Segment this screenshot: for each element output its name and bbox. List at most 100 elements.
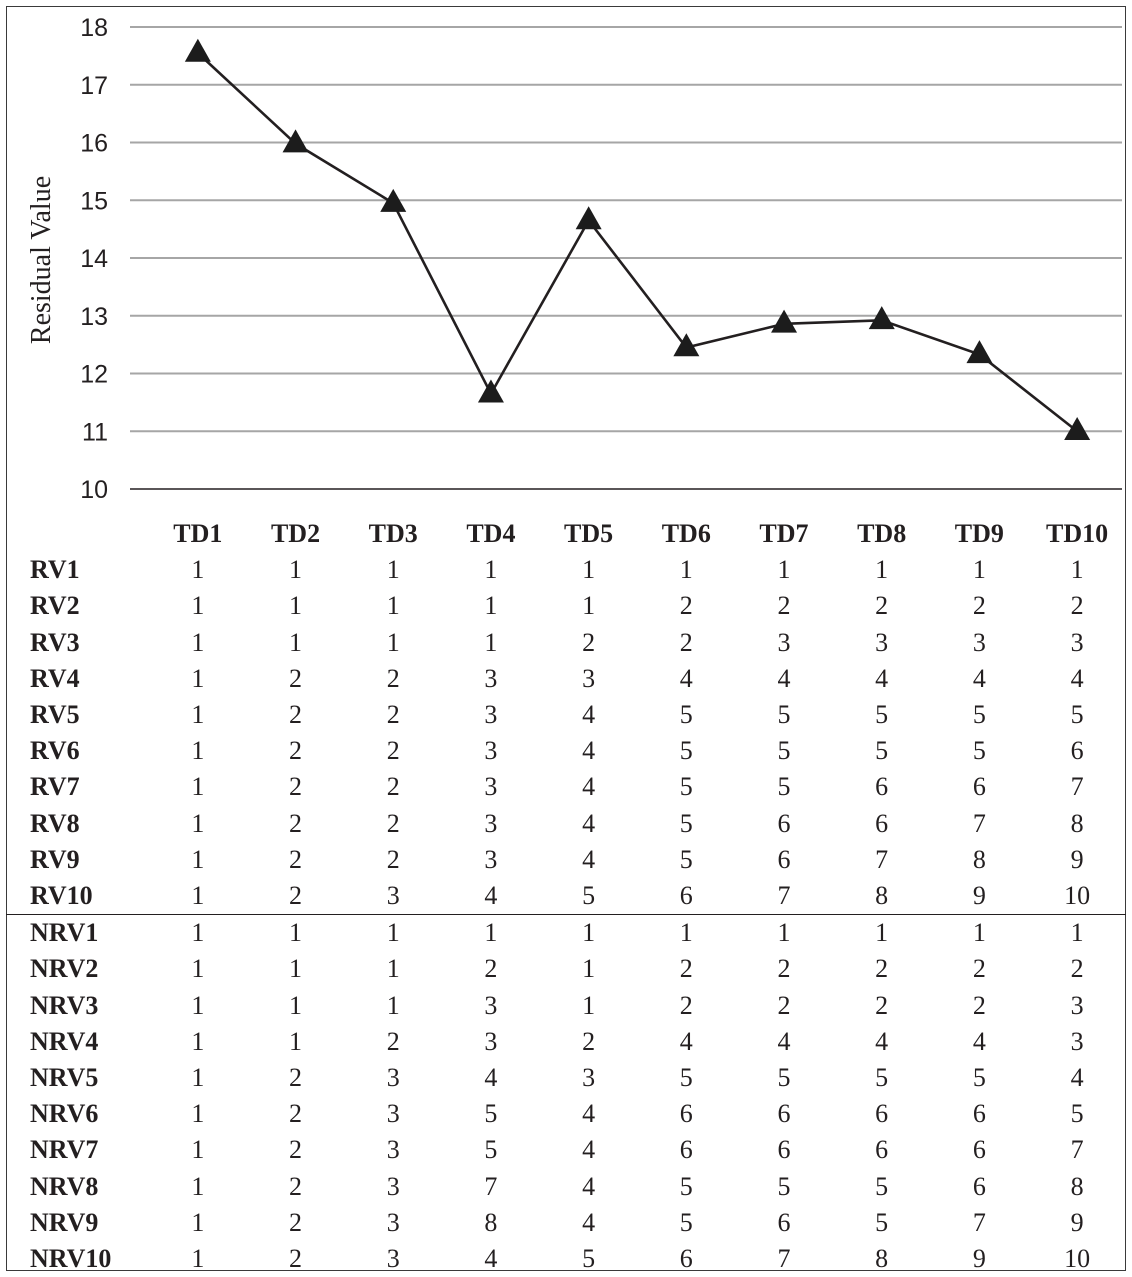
table-cell: 3 bbox=[484, 844, 498, 874]
table-cell: 1 bbox=[484, 555, 498, 585]
table-cell: 6 bbox=[679, 1099, 693, 1129]
row-label: NRV6 bbox=[30, 1099, 99, 1129]
table-cell: 8 bbox=[1070, 1171, 1084, 1201]
table-row: RV8 1 2 2 3 4 5 6 6 7 8 bbox=[6, 806, 1126, 842]
table-cell: 2 bbox=[582, 627, 596, 657]
row-label: RV2 bbox=[30, 591, 80, 621]
table-cell: 2 bbox=[777, 954, 791, 984]
table-row: RV9 1 2 2 3 4 5 6 7 8 9 bbox=[6, 842, 1126, 878]
table-cell: 1 bbox=[289, 990, 303, 1020]
table-cell: 2 bbox=[289, 881, 303, 911]
column-header-td8: TD8 bbox=[857, 519, 907, 548]
table-cell: 5 bbox=[679, 808, 693, 838]
row-label: RV10 bbox=[30, 881, 93, 911]
table-cell: 1 bbox=[386, 627, 400, 657]
row-label: NRV8 bbox=[30, 1171, 99, 1201]
table-cell: 8 bbox=[484, 1207, 498, 1237]
table-cell: 10 bbox=[1064, 1244, 1091, 1274]
table-cell: 1 bbox=[484, 627, 498, 657]
table-cell: 3 bbox=[484, 1026, 498, 1056]
table-cell: 6 bbox=[679, 1135, 693, 1165]
table-cell: 9 bbox=[1070, 1207, 1084, 1237]
table-cell: 3 bbox=[386, 1135, 400, 1165]
table-row: NRV5 1 2 3 4 3 5 5 5 5 4 bbox=[6, 1060, 1126, 1096]
table-cell: 2 bbox=[386, 772, 400, 802]
table-cell: 2 bbox=[386, 1026, 400, 1056]
table-cell: 8 bbox=[875, 1244, 889, 1274]
table-cell: 4 bbox=[875, 663, 889, 693]
table-cell: 4 bbox=[777, 1026, 791, 1056]
table-cell: 1 bbox=[289, 627, 303, 657]
table-cell: 1 bbox=[246, 914, 345, 952]
table-cell: 2 bbox=[777, 591, 791, 621]
table-cell: 4 bbox=[582, 772, 596, 802]
row-label: RV4 bbox=[30, 663, 80, 693]
y-tick-labels: 10 11 12 13 14 15 16 17 18 bbox=[80, 14, 108, 504]
table-cell: 5 bbox=[875, 700, 889, 730]
table-cell: 1 bbox=[582, 555, 596, 585]
table-row: NRV8 1 2 3 7 4 5 5 5 6 8 bbox=[6, 1169, 1126, 1205]
table-cell: 1 bbox=[386, 591, 400, 621]
table-cell: 5 bbox=[1070, 1099, 1084, 1129]
table-cell: 3 bbox=[484, 808, 498, 838]
residual-value-chart: 10 11 12 13 14 15 16 17 18 Residual Value bbox=[26, 14, 1122, 504]
table-cell: 1 bbox=[191, 1171, 205, 1201]
table-cell: 5 bbox=[679, 1063, 693, 1093]
table-cell: 5 bbox=[679, 1207, 693, 1237]
table-cell: 4 bbox=[1070, 663, 1084, 693]
column-header-td7: TD7 bbox=[759, 519, 809, 548]
table-cell: 6 bbox=[875, 1135, 889, 1165]
table-cell: 4 bbox=[582, 844, 596, 874]
column-header-td1: TD1 bbox=[173, 519, 223, 548]
table-cell: 2 bbox=[679, 954, 693, 984]
data-point-td3 bbox=[380, 188, 407, 212]
table-cell: 5 bbox=[484, 1099, 498, 1129]
table-cell: 1 bbox=[777, 555, 791, 585]
table-cell: 4 bbox=[484, 1063, 498, 1093]
row-label: RV8 bbox=[30, 808, 80, 838]
table-cell: 6 bbox=[972, 1171, 986, 1201]
table-cell: 5 bbox=[679, 772, 693, 802]
table-cell: 2 bbox=[289, 663, 303, 693]
table-cell: 4 bbox=[582, 808, 596, 838]
table-cell: 5 bbox=[875, 1171, 889, 1201]
table-cell: 3 bbox=[386, 1207, 400, 1237]
row-label: NRV7 bbox=[30, 1135, 99, 1165]
table-cell: 3 bbox=[386, 1171, 400, 1201]
table-cell: 3 bbox=[1070, 990, 1084, 1020]
table-cell: 4 bbox=[1070, 1063, 1084, 1093]
table-cell: 1 bbox=[582, 954, 596, 984]
table-cell: 5 bbox=[1070, 700, 1084, 730]
table-cell: 2 bbox=[289, 1244, 303, 1274]
column-header-td2: TD2 bbox=[270, 519, 321, 548]
table-cell: 3 bbox=[386, 881, 400, 911]
table-cell: 1 bbox=[832, 914, 931, 952]
table-cell: 2 bbox=[386, 700, 400, 730]
row-label: RV5 bbox=[30, 700, 80, 730]
table-row: RV7 1 2 2 3 4 5 5 6 6 7 bbox=[6, 769, 1126, 805]
table-cell: 1 bbox=[582, 990, 596, 1020]
y-tick-label: 14 bbox=[80, 245, 108, 273]
row-label: RV9 bbox=[30, 844, 80, 874]
table-cell: 2 bbox=[875, 990, 889, 1020]
table-cell: 1 bbox=[191, 990, 205, 1020]
table-cell: 1 bbox=[191, 663, 205, 693]
column-header-td5: TD5 bbox=[564, 519, 614, 548]
table-cell: 1 bbox=[386, 555, 400, 585]
row-label: RV1 bbox=[30, 555, 80, 585]
row-label: RV7 bbox=[30, 772, 80, 802]
table-cell: 2 bbox=[875, 954, 889, 984]
table-cell: 1 bbox=[191, 555, 205, 585]
table-cell: 1 bbox=[484, 591, 498, 621]
table-cell: 7 bbox=[875, 844, 889, 874]
table-row: NRV10 1 2 3 4 5 6 7 8 9 10 bbox=[6, 1241, 1126, 1277]
table-cell: 3 bbox=[484, 736, 498, 766]
table-row: RV5 1 2 2 3 4 5 5 5 5 5 bbox=[6, 697, 1126, 733]
table-cell: 6 bbox=[875, 1099, 889, 1129]
table-cell: 3 bbox=[582, 663, 596, 693]
table-cell: 7 bbox=[972, 1207, 986, 1237]
table-cell: 1 bbox=[191, 881, 205, 911]
table-cell: 1 bbox=[1028, 914, 1126, 952]
table-cell: 3 bbox=[484, 990, 498, 1020]
table-cell: 2 bbox=[582, 1026, 596, 1056]
